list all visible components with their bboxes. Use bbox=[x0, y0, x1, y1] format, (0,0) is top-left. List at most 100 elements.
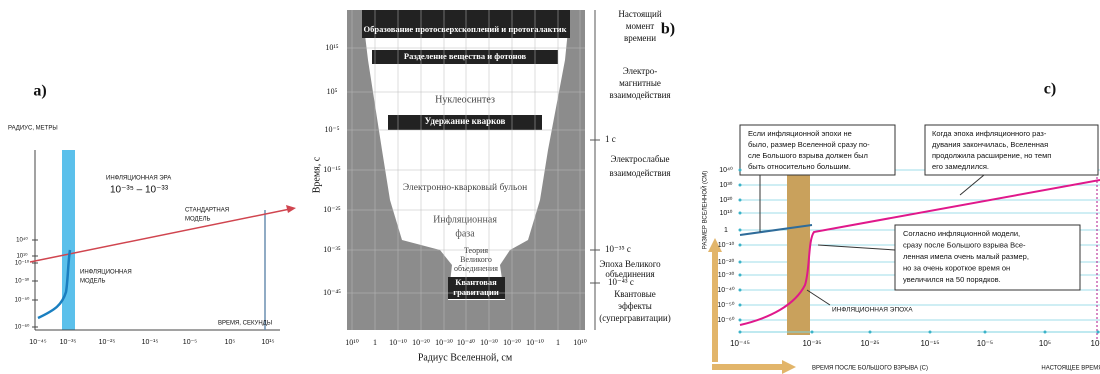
y-tick-label: 10⁻³⁰ bbox=[15, 278, 30, 285]
tick-dot bbox=[738, 168, 742, 172]
label: Когда эпоха инфляционного раз- bbox=[932, 129, 1047, 138]
x-tick-label: 10⁻²⁵ bbox=[99, 339, 116, 346]
x-tick-label: 10⁻¹⁰ bbox=[389, 338, 407, 347]
callout-box bbox=[739, 124, 896, 176]
pointer bbox=[806, 289, 831, 306]
label: ВРЕМЯ ПОСЛЕ БОЛЬШОГО ВЗРЫВА (С) bbox=[812, 366, 928, 372]
x-tick-label: 10⁻⁴⁵ bbox=[730, 339, 750, 348]
y-tick-label: 1 bbox=[724, 227, 728, 234]
x-tick-label: 10¹⁵ bbox=[261, 339, 274, 346]
label: взаимодействия bbox=[609, 90, 670, 100]
x-tick-label: 10⁻¹⁰ bbox=[526, 338, 544, 347]
label: 10⁻³⁵ с bbox=[605, 244, 631, 254]
inflation-curve bbox=[37, 249, 72, 320]
label: Разделение вещества и фотонов bbox=[404, 51, 527, 61]
label: дувания закончилась, Вселенная bbox=[932, 140, 1048, 149]
y-tick-label: 10⁻⁵ bbox=[324, 125, 339, 134]
label: сразу после Большого взрыва Все- bbox=[903, 240, 1026, 249]
arrow bbox=[712, 364, 782, 370]
y-tick-label: 10⁻²⁰ bbox=[718, 258, 735, 266]
x-tick-label: 10¹⁰ bbox=[573, 338, 587, 347]
label: Нуклеосинтез bbox=[435, 94, 495, 105]
y-tick-label: 10⁻¹⁰ bbox=[15, 260, 30, 267]
y-tick-label: 10⁵ bbox=[327, 87, 338, 96]
label: a) bbox=[33, 83, 46, 100]
tick-dot bbox=[738, 211, 742, 215]
y-tick-label: 10¹⁰ bbox=[16, 253, 28, 260]
label: ИНФЛЯЦИОННАЯ bbox=[80, 270, 132, 276]
callout-box bbox=[924, 124, 1099, 176]
label: b) bbox=[661, 21, 675, 38]
label: объединения bbox=[454, 264, 498, 273]
label: РАДИУС, МЕТРЫ bbox=[8, 126, 58, 132]
label: момент bbox=[626, 21, 655, 31]
tick-dot bbox=[738, 243, 742, 247]
tick-dot bbox=[738, 330, 742, 334]
label: 10⁻³⁵ – 10⁻³³ bbox=[110, 185, 169, 196]
label: МОДЕЛЬ bbox=[185, 217, 211, 223]
inflation-band bbox=[62, 150, 75, 330]
y-tick-label: 10⁴⁰ bbox=[16, 237, 28, 244]
label: c) bbox=[1044, 81, 1056, 98]
y-tick-label: 10⁻⁵⁰ bbox=[15, 297, 30, 304]
label: НАСТОЯЩЕЕ ВРЕМЯ bbox=[1041, 366, 1100, 372]
band bbox=[448, 277, 505, 299]
y-tick-label: 10¹⁰ bbox=[720, 209, 733, 217]
x-tick-label: 10⁻³⁵ bbox=[802, 339, 821, 348]
y-tick-label: 10⁻¹⁵ bbox=[323, 165, 341, 174]
label: было, размер Вселенной сразу по- bbox=[748, 140, 870, 149]
label: Электро- bbox=[623, 66, 658, 76]
label: ИНФЛЯЦИОННАЯ ЭРА bbox=[106, 176, 171, 182]
label: Удержание кварков bbox=[425, 116, 506, 126]
label: ВРЕМЯ, СЕКУНДЫ bbox=[218, 321, 272, 327]
band bbox=[388, 115, 542, 130]
x-tick-label: 10¹⁵ bbox=[1091, 339, 1100, 348]
tick-dot bbox=[983, 330, 987, 334]
x-tick-label: 10⁻⁴⁰ bbox=[457, 338, 475, 347]
tick-dot bbox=[738, 183, 742, 187]
label: Образование протосверхскоплений и протог… bbox=[364, 24, 567, 34]
panel-c-graphics bbox=[708, 124, 1100, 374]
label: ИНФЛЯЦИОННАЯ ЭПОХА bbox=[832, 307, 913, 314]
label: взаимодействия bbox=[609, 168, 670, 178]
tick-dot bbox=[810, 330, 814, 334]
label: времени bbox=[624, 33, 656, 43]
y-tick-label: 10⁴⁰ bbox=[719, 166, 733, 174]
label: Инфляционная bbox=[433, 214, 497, 225]
x-tick-label: 10⁻¹⁵ bbox=[920, 339, 939, 348]
y-tick-label: 10⁻¹⁰ bbox=[718, 241, 735, 249]
x-tick-label: 10⁻⁵ bbox=[977, 339, 993, 348]
label: фаза bbox=[455, 228, 475, 239]
tick-dot bbox=[738, 273, 742, 277]
arrow bbox=[712, 252, 718, 362]
x-tick-label: 1 bbox=[373, 338, 377, 347]
y-tick-label: 10³⁰ bbox=[720, 181, 733, 189]
x-tick-label: 10⁻³⁵ bbox=[60, 339, 77, 346]
y-tick-label: 10⁻⁴⁰ bbox=[717, 286, 734, 294]
tick-dot bbox=[1096, 330, 1100, 334]
label: эффекты bbox=[618, 301, 652, 311]
tick-dot bbox=[738, 198, 742, 202]
y-tick-label: 10⁻⁶⁰ bbox=[717, 316, 734, 324]
label: (супергравитации) bbox=[599, 313, 670, 323]
label: 10⁻⁴³ с bbox=[608, 277, 634, 287]
label: увеличился на 50 порядков. bbox=[903, 275, 1001, 284]
label: 1 с bbox=[605, 134, 616, 144]
x-tick-label: 10⁻⁵ bbox=[183, 339, 197, 346]
tick-dot bbox=[738, 228, 742, 232]
label: Электрослабые bbox=[611, 154, 670, 164]
label: объединения bbox=[605, 269, 654, 279]
x-tick-label: 10⁻³⁰ bbox=[435, 338, 453, 347]
label: сле Большого взрыва должен был bbox=[748, 151, 868, 160]
standard-model-line bbox=[29, 208, 291, 263]
y-tick-label: 10¹⁵ bbox=[325, 43, 338, 52]
y-tick-label: 10²⁰ bbox=[720, 196, 733, 204]
tick-dot bbox=[928, 330, 932, 334]
x-tick-label: 10⁻³⁰ bbox=[480, 338, 498, 347]
tick-dot bbox=[738, 303, 742, 307]
tick-dot bbox=[738, 260, 742, 264]
x-tick-label: 10⁻²⁰ bbox=[503, 338, 521, 347]
x-tick-label: 10⁵ bbox=[1039, 339, 1051, 348]
standard-curve bbox=[739, 224, 813, 236]
label: МОДЕЛЬ bbox=[80, 279, 106, 285]
